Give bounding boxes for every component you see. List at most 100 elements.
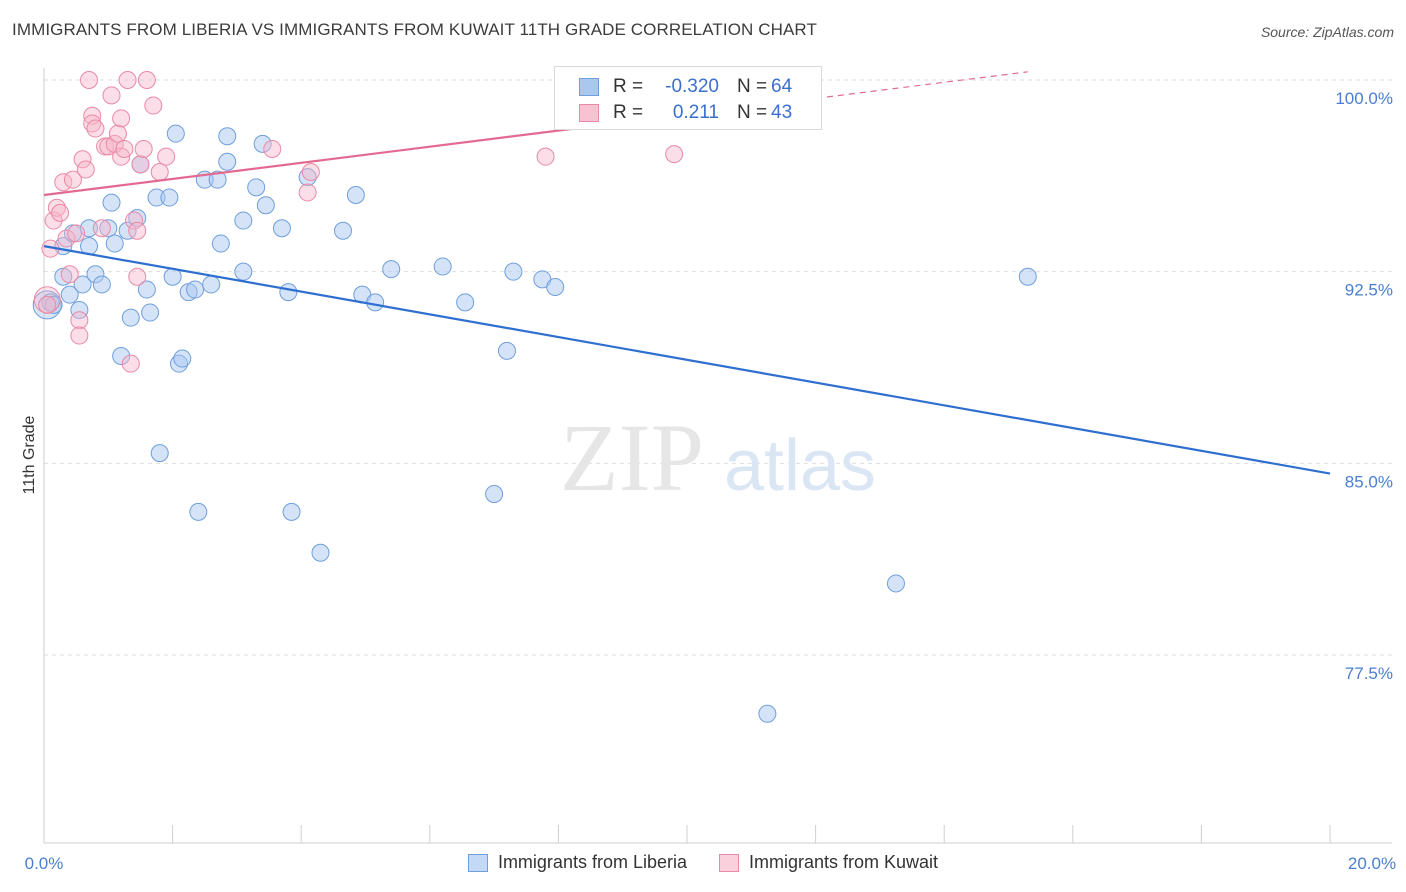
kuwait-point [150, 163, 169, 181]
legend-n-value: 64 [771, 76, 793, 97]
kuwait-point [63, 170, 82, 189]
liberia-point [497, 341, 516, 360]
kuwait-point [134, 140, 153, 158]
liberia-point [546, 278, 565, 296]
liberia-point [128, 209, 147, 227]
kuwait-point [51, 203, 70, 222]
x-tick-label: 0.0% [25, 854, 64, 873]
liberia-point [298, 168, 317, 187]
liberia-point [160, 188, 179, 207]
legend-swatch-kuwait [719, 853, 739, 872]
kuwait-point [125, 211, 144, 230]
legend-label-kuwait: Immigrants from Kuwait [749, 852, 939, 872]
watermark-zip: ZIP [560, 404, 704, 511]
kuwait-point [115, 140, 134, 158]
stats-legend: R = -0.320 N = 64 R = 0.211 N = 43 [554, 66, 822, 130]
legend-item-kuwait[interactable]: Immigrants from Kuwait [719, 852, 938, 873]
liberia-point [121, 308, 140, 327]
chart-title: IMMIGRANTS FROM LIBERIA VS IMMIGRANTS FR… [12, 20, 817, 39]
kuwait-point [47, 198, 66, 217]
kuwait-point [128, 221, 147, 240]
y-tick-label: 100.0% [1335, 89, 1393, 108]
liberia-point [112, 347, 131, 365]
liberia-point [382, 260, 401, 279]
kuwait-point [80, 71, 99, 89]
legend-n-label: N = [737, 76, 768, 97]
liberia-point [102, 193, 121, 212]
liberia-point [105, 234, 124, 253]
liberia-point [272, 219, 291, 238]
kuwait-point [112, 109, 131, 128]
liberia-point [247, 178, 266, 197]
liberia-point [366, 293, 385, 312]
legend-swatch-kuwait [579, 104, 599, 122]
kuwait-point [144, 96, 163, 115]
liberia-point [485, 485, 504, 503]
liberia-point [504, 262, 523, 281]
liberia-point [346, 186, 365, 204]
kuwait-point [108, 124, 127, 143]
liberia-point [1018, 267, 1037, 286]
liberia-point [253, 134, 272, 153]
legend-n-value: 43 [771, 102, 793, 123]
y-tick-label: 77.5% [1345, 664, 1393, 683]
kuwait-point [128, 267, 147, 286]
y-axis-label: 11th Grade [21, 415, 38, 494]
liberia-point [886, 574, 905, 593]
liberia-point [456, 293, 475, 312]
liberia-point [279, 283, 298, 302]
kuwait-point [263, 140, 282, 158]
kuwait-point [665, 145, 684, 164]
liberia-point [218, 152, 237, 171]
liberia-point [150, 444, 169, 463]
legend-item-liberia[interactable]: Immigrants from Liberia [467, 852, 687, 873]
source-label: Source: ZipAtlas.com [1260, 24, 1394, 40]
legend-swatch-liberia [579, 78, 599, 96]
legend-r-value: -0.320 [665, 76, 719, 97]
gridlines [44, 79, 1392, 656]
y-tick-label: 85.0% [1345, 472, 1393, 491]
kuwait-point [86, 119, 105, 138]
x-tick-labels: 0.0% 20.0% [25, 854, 1396, 873]
liberia-trendline [43, 245, 1331, 475]
liberia-point [44, 295, 63, 314]
liberia-point [60, 285, 79, 304]
liberia-point [282, 502, 301, 521]
y-tick-labels: 77.5% 85.0% 92.5% 100.0% [1335, 89, 1393, 683]
liberia-point [311, 543, 330, 562]
liberia-point [758, 704, 777, 723]
series-kuwait-points [33, 71, 684, 373]
kuwait-point [33, 286, 61, 314]
kuwait-point [38, 295, 57, 314]
kuwait-point [301, 163, 320, 181]
liberia-point [218, 127, 237, 146]
liberia-point [186, 280, 205, 299]
liberia-point [137, 280, 156, 299]
liberia-point [256, 196, 275, 215]
liberia-point [202, 275, 221, 294]
liberia-point [99, 219, 118, 238]
kuwait-point [70, 311, 89, 330]
liberia-point [234, 211, 253, 230]
legend-label-liberia: Immigrants from Liberia [497, 852, 687, 872]
liberia-point [70, 301, 89, 319]
kuwait-point [298, 183, 317, 202]
kuwait-point [131, 155, 150, 174]
kuwait-point [102, 86, 121, 105]
kuwait-point [137, 71, 156, 89]
kuwait-point [57, 229, 76, 248]
liberia-point [92, 275, 111, 294]
liberia-point [211, 234, 230, 253]
liberia-point [173, 349, 192, 368]
x-tick-label: 20.0% [1348, 854, 1396, 873]
kuwait-point [67, 224, 86, 243]
kuwait-point [536, 147, 555, 166]
kuwait-point [60, 265, 79, 284]
liberia-point [118, 221, 137, 240]
legend-row-liberia: R = -0.320 N = 64 [579, 75, 792, 99]
watermark: ZIP atlas [560, 404, 876, 511]
liberia-point [234, 262, 253, 281]
legend-r-value: 0.211 [672, 102, 719, 123]
liberia-point [333, 221, 352, 240]
kuwait-point [76, 160, 95, 179]
